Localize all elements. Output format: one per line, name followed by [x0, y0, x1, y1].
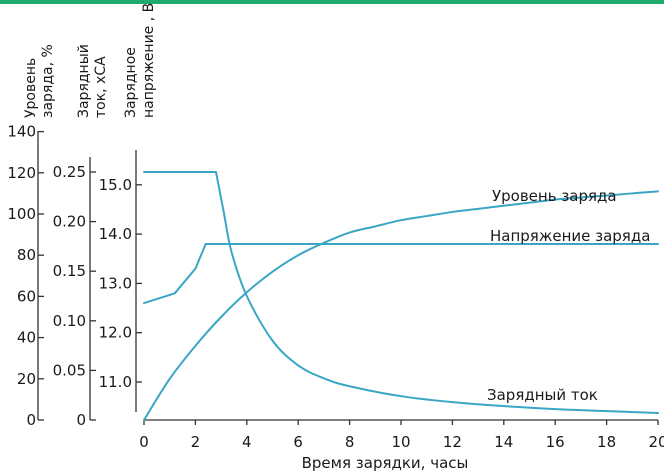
- x-tick-label: 10: [391, 433, 410, 451]
- tick-label-current: 0.05: [53, 361, 86, 379]
- series-label-level: Уровень заряда: [492, 187, 617, 205]
- series-line-level: [143, 190, 659, 421]
- axis-title-level-line1: Уровень: [23, 58, 39, 118]
- x-tick-label: 16: [546, 433, 565, 451]
- axis-title-level-line2: заряда, %: [40, 44, 56, 118]
- tick-label-current: 0.15: [53, 262, 86, 280]
- x-tick-label: 12: [443, 433, 462, 451]
- tick-label-current: 0: [76, 411, 86, 429]
- tick-label-voltage: 14.0: [99, 225, 132, 243]
- x-axis-title: Время зарядки, часы: [302, 454, 469, 472]
- tick-label-level: 80: [17, 246, 36, 264]
- curves-layer: [143, 171, 659, 421]
- x-tick-label: 8: [345, 433, 355, 451]
- tick-label-level: 20: [17, 370, 36, 388]
- tick-label-voltage: 12.0: [99, 324, 132, 342]
- series-label-voltage: Напряжение заряда: [490, 227, 650, 245]
- series-line-current: [143, 171, 659, 415]
- x-tick-label: 18: [597, 433, 616, 451]
- tick-label-level: 100: [7, 205, 36, 223]
- axis-title-level: Уровень заряда, %: [23, 44, 56, 118]
- tick-label-level: 0: [26, 411, 36, 429]
- x-tick-label: 6: [293, 433, 303, 451]
- axis-title-voltage-line2: напряжение , В: [141, 3, 157, 118]
- tick-label-current: 0.25: [53, 163, 86, 181]
- tick-label-voltage: 11.0: [99, 373, 132, 391]
- tick-label-voltage: 13.0: [99, 274, 132, 292]
- tick-label-level: 140: [7, 123, 36, 141]
- series-label-current: Зарядный ток: [487, 386, 598, 404]
- x-tick-label: 20: [648, 433, 664, 451]
- tick-label-level: 120: [7, 164, 36, 182]
- axis-title-voltage: Зарядное напряжение , В: [123, 3, 157, 118]
- axis-title-current-line2: ток, xCA: [93, 56, 109, 118]
- x-tick-label: 4: [242, 433, 252, 451]
- axis-title-voltage-line1: Зарядное: [123, 47, 139, 118]
- axes-layer: 02040608010012014000.050.100.150.200.251…: [7, 123, 664, 451]
- axis-title-current-line1: Зарядный: [76, 44, 92, 118]
- tick-label-voltage: 15.0: [99, 176, 132, 194]
- top-accent-bar: [0, 0, 664, 4]
- tick-label-level: 60: [17, 287, 36, 305]
- series-line-voltage: [143, 243, 659, 305]
- x-tick-label: 2: [191, 433, 201, 451]
- tick-label-current: 0.20: [53, 213, 86, 231]
- x-tick-label: 0: [139, 433, 149, 451]
- x-tick-label: 14: [494, 433, 513, 451]
- axis-title-current: Зарядный ток, xCA: [76, 44, 109, 118]
- tick-label-current: 0.10: [53, 312, 86, 330]
- tick-label-level: 40: [17, 329, 36, 347]
